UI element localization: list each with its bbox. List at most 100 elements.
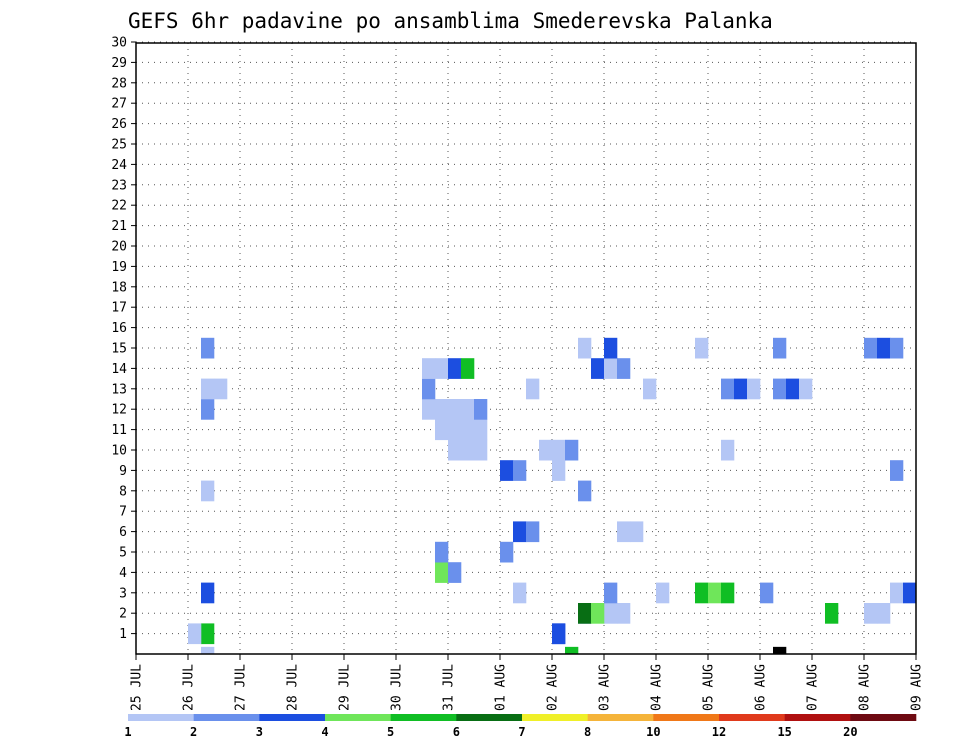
colorbar-label: 4 [321,725,328,739]
heatmap-cells [188,337,917,655]
heatmap-cell [773,378,787,400]
y-tick-label: 7 [119,505,127,520]
grid-lines [136,41,916,654]
heatmap-cell [448,562,462,583]
heatmap-cell [877,337,891,359]
x-tick-label: 06 AUG [754,664,769,711]
heatmap-cell [617,358,631,379]
y-tick-label: 21 [111,219,127,234]
heatmap-cell [201,582,215,604]
heatmap-cell [695,582,709,604]
y-tick-label: 9 [119,464,127,479]
x-tick-label: 08 AUG [858,664,873,711]
heatmap-cell [721,439,735,461]
heatmap-cell [500,541,514,563]
y-tick-label: 10 [111,444,127,459]
heatmap-cell [578,480,592,502]
heatmap-cell [188,623,202,645]
chart-title: GEFS 6hr padavine po ansamblima Smederev… [128,9,773,33]
heatmap-cell [578,337,592,359]
y-tick-label: 15 [111,342,127,357]
heatmap-cell [552,623,566,645]
y-tick-label: 28 [111,76,127,91]
heatmap-cell [825,603,839,624]
colorbar-swatch [587,714,654,721]
heatmap-cell [539,439,553,461]
colorbar-label: 15 [777,725,791,739]
heatmap-cell [474,419,488,441]
heatmap-cell [474,439,488,461]
colorbar-swatch [325,714,391,721]
colorbar: 1 2 3 4 5 6 7 8 10 12 15 20 [124,714,917,739]
heatmap-cell [773,337,787,359]
heatmap-cell [773,646,787,655]
heatmap-cell [422,399,436,420]
heatmap-cell [786,378,800,400]
heatmap-cell [578,603,592,624]
heatmap-cell [435,358,449,379]
y-tick-label: 1 [119,627,127,642]
x-tick-label: 09 AUG [910,664,925,711]
colorbar-swatch [719,714,785,721]
x-tick-label: 25 JUL [130,664,145,711]
y-tick-label: 23 [111,178,127,193]
colorbar-label: 1 [124,725,131,739]
x-tick-label: 03 AUG [598,664,613,711]
x-tick-label: 01 AUG [494,664,509,711]
heatmap-cell [591,603,605,624]
heatmap-cell [617,521,631,543]
y-tick-label: 25 [111,138,127,153]
heatmap-cell [201,337,215,359]
heatmap-cell [474,399,488,420]
colorbar-label: 3 [256,725,263,739]
heatmap-cell [890,460,904,481]
heatmap-cell [604,603,618,624]
heatmap-cell [565,439,579,461]
heatmap-cell [760,582,774,604]
x-tick-label: 29 JUL [338,664,353,711]
heatmap-cell [461,358,475,379]
y-tick-label: 14 [111,362,127,377]
colorbar-label: 20 [843,725,857,739]
colorbar-label: 7 [518,725,525,739]
x-tick-label: 27 JUL [234,664,249,711]
heatmap-cell [513,582,527,604]
heatmap-cell [643,378,657,400]
heatmap-cell [890,582,904,604]
heatmap-cell [435,541,449,563]
heatmap-cell [721,378,735,400]
heatmap-cell [201,480,215,502]
y-tick-label: 22 [111,199,127,214]
y-tick-label: 8 [119,484,127,499]
heatmap-cell [695,337,709,359]
colorbar-swatch [193,714,260,721]
y-tick-label: 27 [111,97,127,112]
heatmap-cell [721,582,735,604]
heatmap-cell [734,378,748,400]
colorbar-label: 5 [387,725,394,739]
heatmap-cell [201,399,215,420]
heatmap-cell [890,337,904,359]
y-tick-label: 26 [111,117,127,132]
heatmap-cell [448,439,462,461]
y-tick-label: 12 [111,403,127,418]
heatmap-cell [461,439,475,461]
colorbar-label: 6 [453,725,460,739]
colorbar-swatch [456,714,523,721]
heatmap-cell [435,399,449,420]
heatmap-cell [630,521,644,543]
heatmap-cell [448,399,462,420]
heatmap-cell [214,378,228,400]
heatmap-cell [877,603,891,624]
heatmap-cell [526,521,540,543]
y-tick-label: 4 [119,566,127,581]
y-tick-label: 2 [119,607,127,622]
heatmap-cell [864,603,878,624]
colorbar-label: 2 [190,725,197,739]
heatmap-cell [747,378,761,400]
heatmap-cell [422,358,436,379]
heatmap-cell [565,646,579,655]
heatmap-cell [461,399,475,420]
colorbar-label: 10 [646,725,660,739]
x-tick-label: 28 JUL [286,664,301,711]
